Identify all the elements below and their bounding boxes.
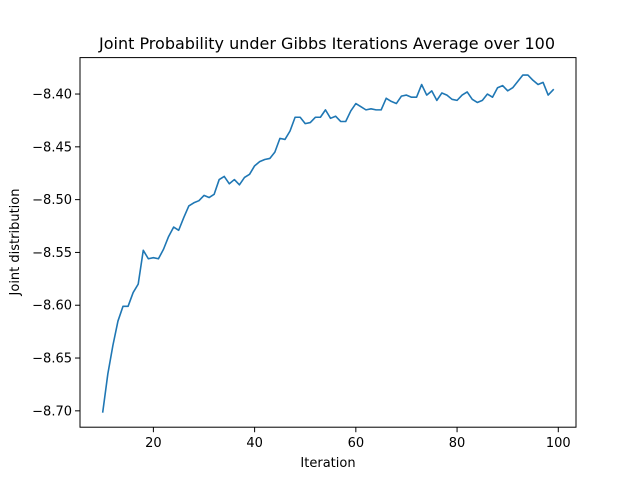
x-tick-label: 20 xyxy=(145,436,162,451)
x-tick-label: 40 xyxy=(246,436,263,451)
x-axis-label: Iteration xyxy=(300,456,355,471)
x-tick-label: 100 xyxy=(546,436,571,451)
x-tick-label: 60 xyxy=(348,436,365,451)
y-tick-label: −8.40 xyxy=(32,88,72,103)
chart-title: Joint Probability under Gibbs Iterations… xyxy=(98,34,555,53)
y-tick-label: −8.65 xyxy=(32,352,72,367)
axes-frame xyxy=(79,57,577,428)
y-tick-label: −8.45 xyxy=(32,140,72,155)
y-axis-label: Joint distribution xyxy=(8,189,23,297)
y-tick-label: −8.60 xyxy=(32,299,72,314)
y-tick-label: −8.55 xyxy=(32,246,72,261)
x-axis: 20 40 60 80 100 xyxy=(145,427,571,451)
plot-area xyxy=(101,74,555,413)
y-tick-label: −8.50 xyxy=(32,193,72,208)
y-axis: −8.70 −8.65 −8.60 −8.55 −8.50 −8.45 −8.40 xyxy=(32,88,80,419)
x-tick-label: 80 xyxy=(449,436,466,451)
y-tick-label: −8.70 xyxy=(32,404,72,419)
series-line xyxy=(101,74,555,413)
